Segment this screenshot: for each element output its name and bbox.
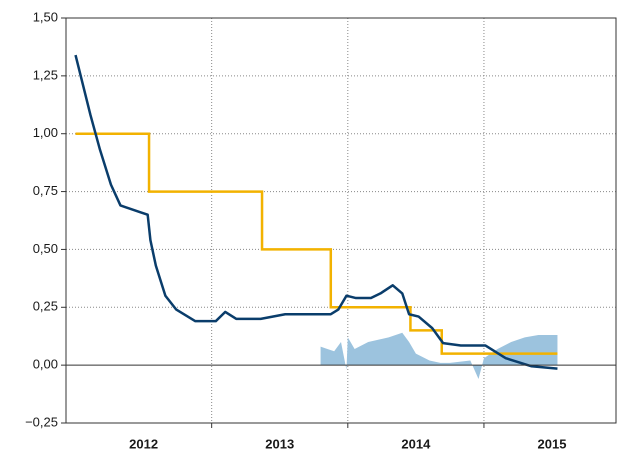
x-tick-label: 2012 (129, 436, 158, 451)
y-tick-label: 0,50 (33, 241, 58, 256)
step-line (75, 132, 558, 355)
y-tick-label: 1,25 (33, 67, 58, 82)
y-tick-label: 0,25 (33, 299, 58, 314)
plot-frame (65, 17, 617, 424)
x-tick-label: 2015 (538, 436, 567, 451)
x-tick-label: 2014 (401, 436, 431, 451)
y-tick-label: 1,50 (33, 9, 58, 24)
y-tick-label: −0,25 (25, 414, 58, 429)
y-tick-label: 0,75 (33, 183, 58, 198)
area (320, 332, 558, 380)
y-tick-label: 0,00 (33, 357, 58, 372)
line (74, 54, 558, 370)
y-tick-label: 1,00 (33, 125, 58, 140)
x-tick-label: 2013 (265, 436, 294, 451)
